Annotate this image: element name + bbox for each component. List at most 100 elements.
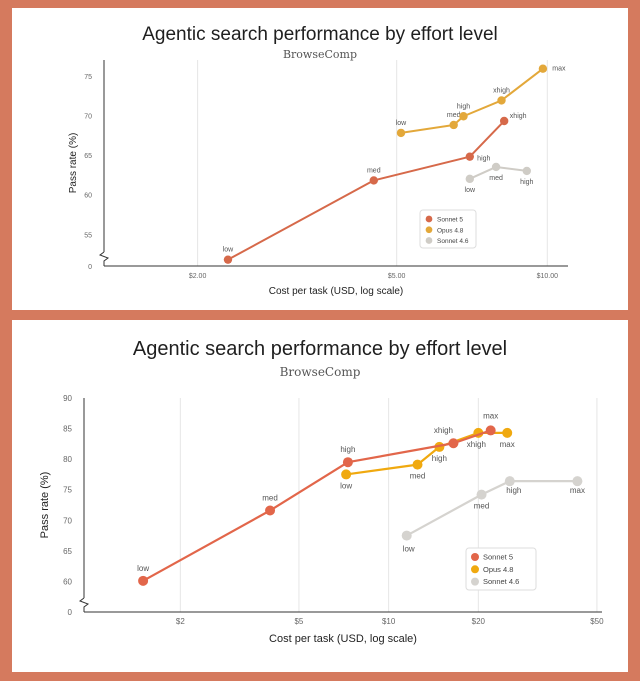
- data-point: [138, 575, 149, 586]
- data-label: low: [403, 545, 415, 554]
- series-line: [227, 120, 505, 261]
- series-line: [406, 480, 578, 537]
- legend-label: Sonnet 5: [437, 217, 463, 224]
- y-tick-label: 65: [84, 153, 92, 160]
- data-point: [265, 505, 276, 516]
- data-label: max: [483, 411, 498, 420]
- legend-label: Sonnet 5: [483, 553, 513, 562]
- data-point: [497, 96, 506, 105]
- y-tick-label: 90: [63, 394, 72, 403]
- data-label: max: [570, 486, 585, 495]
- data-label: high: [457, 103, 470, 110]
- y-tick-label: 65: [63, 547, 72, 556]
- chart-title: Agentic search performance by effort lev…: [132, 338, 508, 360]
- x-axis-title: Cost per task (USD, log scale): [269, 633, 417, 645]
- data-point: [449, 120, 458, 130]
- legend-marker: [471, 553, 479, 561]
- legend-label: Opus 4.8: [483, 565, 513, 574]
- x-tick-label: $5.00: [388, 273, 406, 280]
- series-line: [400, 67, 544, 134]
- legend-marker: [425, 237, 433, 244]
- x-tick-label: $2: [176, 617, 185, 626]
- data-point: [342, 457, 353, 468]
- x-tick-label: $50: [590, 617, 604, 626]
- data-point: [476, 489, 487, 500]
- y-tick-label: 85: [63, 425, 72, 434]
- data-point: [491, 162, 501, 172]
- data-label: high: [340, 445, 355, 454]
- legend-box: [419, 209, 477, 249]
- chart-panel-bottom: Agentic search performance by effort lev…: [12, 320, 628, 672]
- data-label: med: [489, 175, 503, 182]
- data-point: [504, 476, 515, 487]
- data-label: xhigh: [434, 426, 453, 435]
- chart-title: Agentic search performance by effort lev…: [142, 24, 498, 45]
- data-label: low: [223, 247, 234, 254]
- data-point: [465, 174, 474, 184]
- chart-subtitle: BrowseComp: [279, 365, 361, 379]
- x-axis-title: Cost per task (USD, log scale): [269, 286, 404, 297]
- chart-panel-top: Agentic search performance by effort lev…: [12, 8, 628, 310]
- y-axis-break-icon: [78, 597, 90, 612]
- legend-marker: [471, 577, 479, 586]
- x-tick-label: $2.00: [189, 273, 207, 280]
- legend-marker: [471, 565, 479, 574]
- legend-label: Opus 4.8: [437, 227, 464, 234]
- data-point: [502, 427, 513, 438]
- data-label: high: [520, 179, 533, 186]
- legend-marker: [425, 226, 433, 234]
- y-tick-label: 70: [84, 113, 92, 120]
- chart-bottom-plot: $2 $5 $10 $20 $50 60 65 70 75 80 85 90 0 Cost per tas…: [39, 394, 604, 645]
- x-tick-label: $20: [472, 617, 486, 626]
- y-axis-title: Pass rate (%): [39, 472, 51, 539]
- y-axis-title: Pass rate (%): [68, 133, 79, 194]
- data-label: xhigh: [493, 87, 510, 94]
- data-label: low: [137, 564, 149, 573]
- data-label: low: [340, 481, 352, 490]
- data-point: [369, 176, 378, 185]
- data-label: med: [447, 112, 461, 119]
- data-label: high: [432, 454, 447, 463]
- data-point: [401, 530, 412, 541]
- x-tick-label: $5: [294, 617, 303, 626]
- y-tick-label: 0: [68, 608, 73, 617]
- x-tick-label: $10.00: [537, 273, 559, 280]
- y-tick-label: 60: [63, 577, 72, 586]
- data-label: med: [262, 494, 278, 503]
- data-label: med: [410, 472, 426, 481]
- y-axis-break-icon: [98, 251, 110, 266]
- y-tick-label: 0: [88, 264, 92, 271]
- data-point: [341, 469, 352, 480]
- data-label: high: [506, 486, 521, 495]
- data-point: [412, 459, 423, 470]
- data-point: [572, 476, 583, 487]
- data-point: [223, 255, 233, 264]
- y-tick-label: 75: [63, 486, 72, 495]
- chart-top-plot: $2.00 $5.00 $10.00 55 60 65 70 75 0 Cost per task…: [68, 60, 568, 297]
- data-point: [459, 112, 468, 121]
- data-label: xhigh: [467, 440, 486, 449]
- y-tick-label: 75: [84, 74, 92, 81]
- legend-box: [465, 547, 537, 591]
- x-tick-label: $10: [382, 617, 396, 626]
- data-point: [396, 128, 406, 138]
- data-label: xhigh: [510, 113, 527, 120]
- data-point: [485, 425, 496, 436]
- data-label: low: [396, 120, 407, 127]
- data-label: med: [474, 502, 490, 511]
- legend-label: Sonnet 4.6: [437, 238, 469, 245]
- data-point: [522, 166, 531, 176]
- chart-subtitle: BrowseComp: [282, 48, 358, 61]
- data-point: [448, 438, 459, 449]
- y-tick-label: 60: [84, 193, 92, 200]
- legend-label: Sonnet 4.6: [483, 577, 519, 586]
- data-label: med: [367, 167, 381, 174]
- y-tick-label: 55: [84, 232, 92, 239]
- data-point: [499, 116, 509, 126]
- data-label: max: [552, 66, 566, 73]
- data-point: [538, 64, 548, 73]
- y-tick-label: 70: [63, 516, 72, 525]
- data-label: max: [500, 440, 515, 449]
- y-tick-label: 80: [63, 455, 72, 464]
- data-label: low: [465, 187, 476, 194]
